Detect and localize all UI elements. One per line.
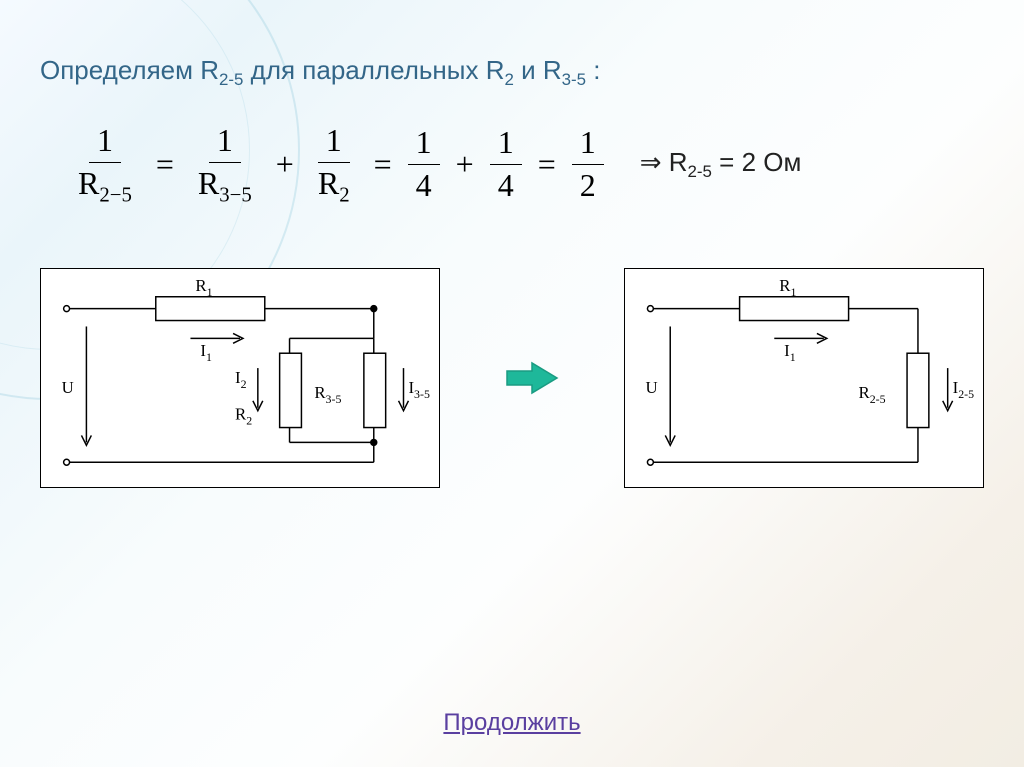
slide-title: Определяем R2-5 для параллельных R2 и R3… [40, 55, 984, 90]
result-post: = 2 Ом [712, 147, 801, 177]
eq-2: = [374, 146, 392, 183]
arrow-icon [502, 358, 562, 398]
frac-2-den-sub: 3−5 [219, 183, 252, 206]
label-I2: I2 [235, 368, 247, 391]
slide-content: Определяем R2-5 для параллельных R2 и R3… [0, 0, 1024, 767]
label-R1: R1 [195, 276, 212, 299]
frac-1: 1 R2−5 [70, 120, 140, 208]
frac-1-den-sub: 2−5 [99, 183, 132, 206]
diagrams-row: U R1 I1 I2 R2 R3-5 I3-5 [40, 268, 984, 488]
frac-2-num: 1 [209, 120, 241, 163]
frac-6-num: 1 [572, 122, 604, 165]
frac-3-den-sub: 2 [339, 183, 349, 206]
plus-2: + [456, 146, 474, 183]
frac-1-den: R2−5 [70, 163, 140, 208]
frac-5: 1 4 [490, 122, 522, 206]
frac-1-den-main: R [78, 165, 99, 201]
label-R1-r: R1 [779, 276, 796, 299]
frac-4: 1 4 [408, 122, 440, 206]
frac-5-num: 1 [490, 122, 522, 165]
label-U-r: U [645, 378, 657, 397]
frac-2: 1 R3−5 [190, 120, 260, 208]
frac-4-den: 4 [408, 165, 440, 207]
frac-3-den-main: R [318, 165, 339, 201]
title-sub1: 2-5 [219, 70, 243, 89]
label-I1: I1 [200, 341, 212, 364]
frac-2-den: R3−5 [190, 163, 260, 208]
circuit-diagram-right: U R1 I1 R2-5 I2-5 [624, 268, 984, 488]
frac-5-den: 4 [490, 165, 522, 207]
title-sub2: 2 [504, 70, 513, 89]
frac-3-den: R2 [310, 163, 358, 208]
result: ⇒ R2-5 = 2 Ом [640, 147, 802, 182]
plus-1: + [276, 146, 294, 183]
frac-2-den-main: R [198, 165, 219, 201]
label-R35: R3-5 [314, 383, 341, 406]
label-I1-r: I1 [784, 341, 796, 364]
frac-1-num: 1 [89, 120, 121, 163]
title-mid2: и R [514, 55, 562, 85]
formula: 1 R2−5 = 1 R3−5 + 1 R2 = 1 4 + 1 4 = 1 2… [70, 120, 984, 208]
label-R25: R2-5 [859, 383, 886, 406]
eq-3: = [538, 146, 556, 183]
result-sub: 2-5 [688, 162, 712, 181]
eq-1: = [156, 146, 174, 183]
circuit-diagram-left: U R1 I1 I2 R2 R3-5 I3-5 [40, 268, 440, 488]
title-mid: для параллельных R [243, 55, 504, 85]
frac-6: 1 2 [572, 122, 604, 206]
frac-3: 1 R2 [310, 120, 358, 208]
label-R2: R2 [235, 405, 252, 428]
label-U: U [62, 378, 74, 397]
result-pre: R [662, 147, 688, 177]
continue-link[interactable]: Продолжить [443, 709, 580, 737]
frac-3-num: 1 [318, 120, 350, 163]
title-sub3: 3-5 [562, 70, 586, 89]
result-arrow: ⇒ [640, 147, 662, 177]
label-I35: I3-5 [408, 378, 430, 401]
label-I25: I2-5 [953, 378, 975, 401]
frac-4-num: 1 [408, 122, 440, 165]
title-prefix: Определяем R [40, 55, 219, 85]
frac-6-den: 2 [572, 165, 604, 207]
title-suffix: : [586, 55, 600, 85]
